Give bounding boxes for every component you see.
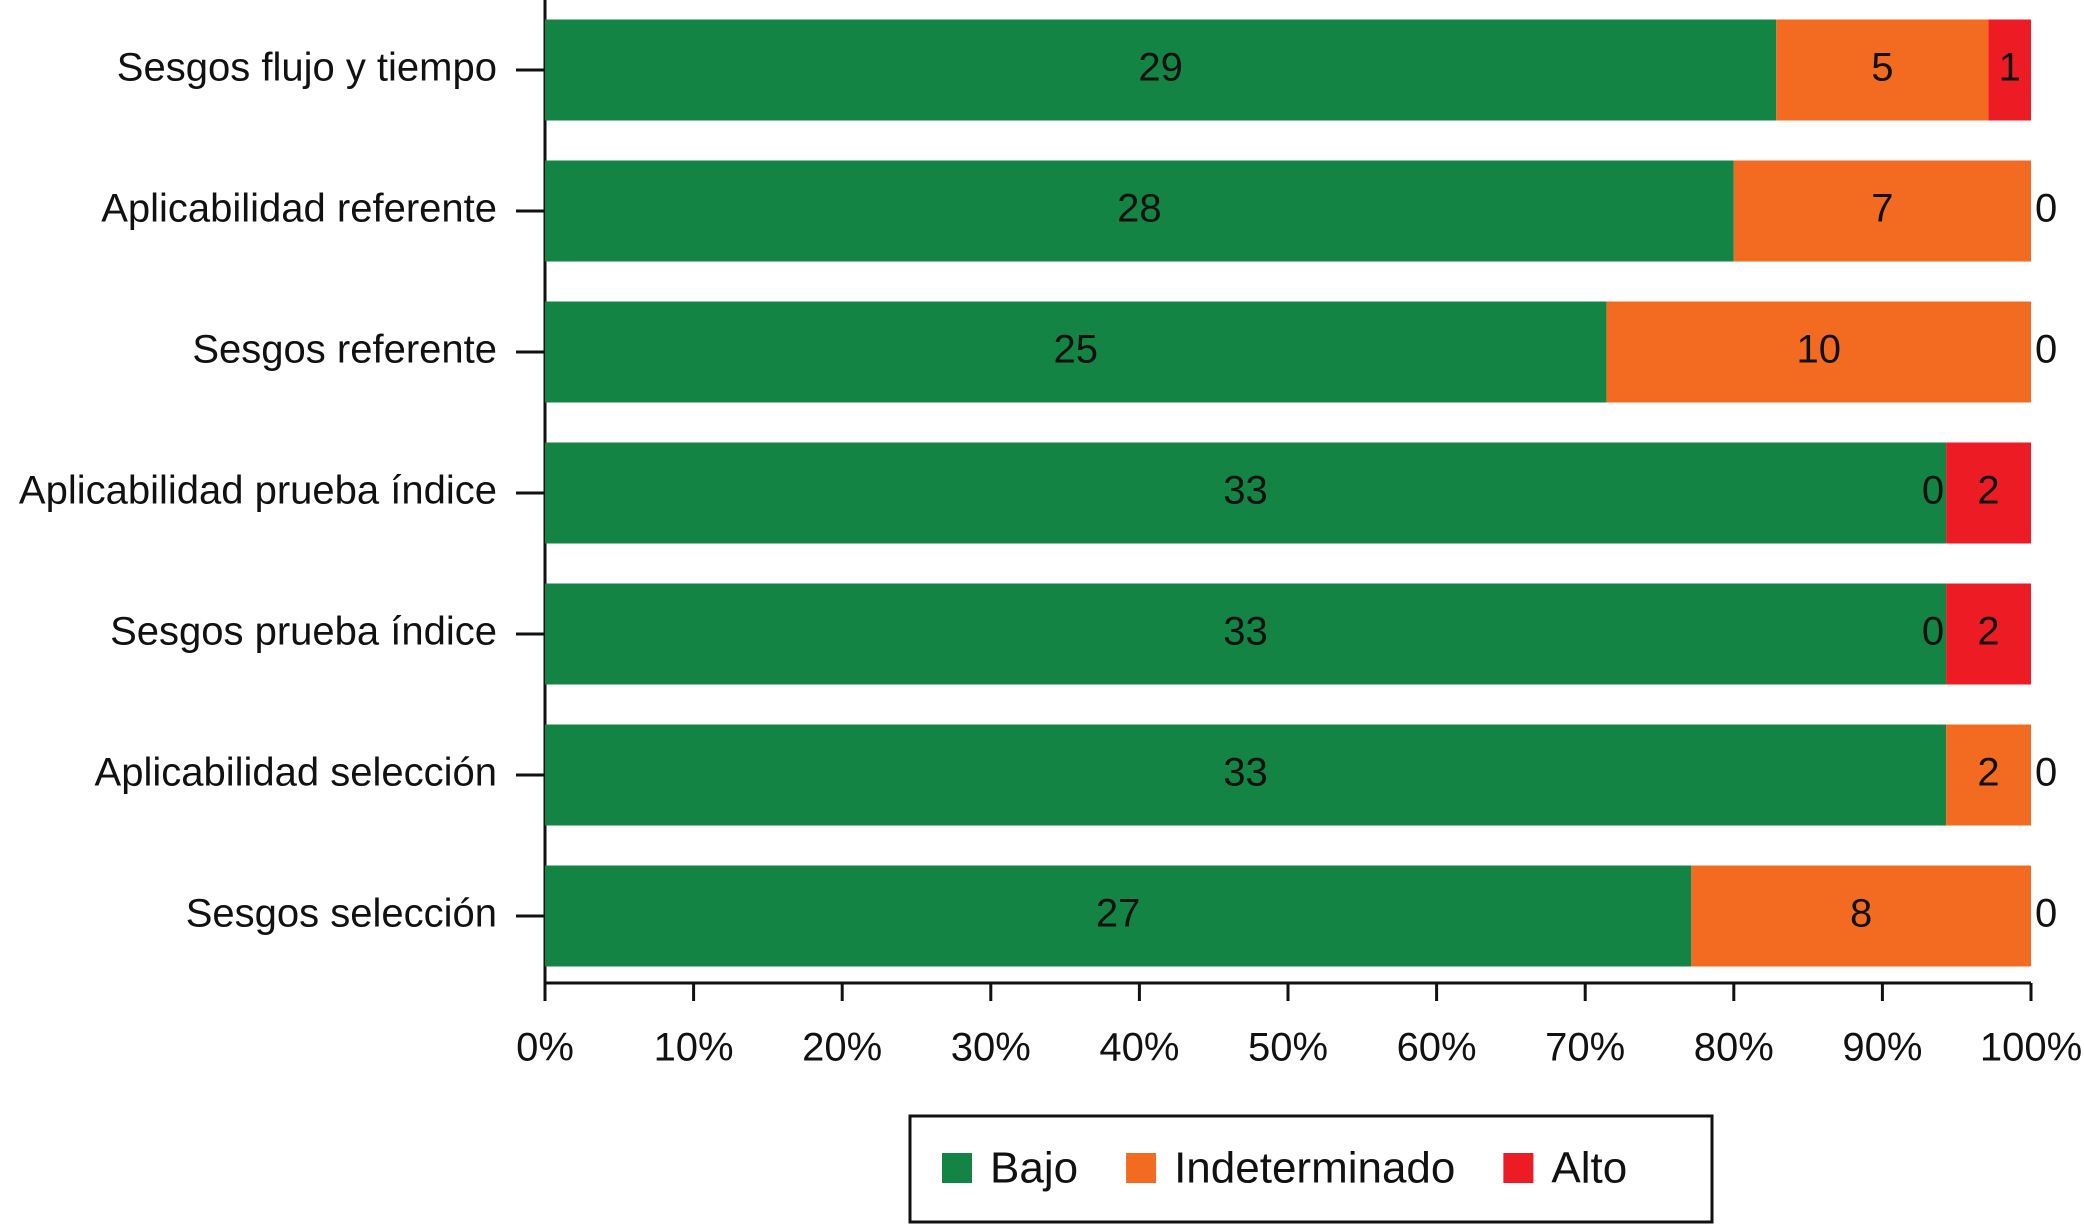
legend-label: Indeterminado [1174,1144,1455,1193]
data-label: 28 [1117,187,1162,231]
data-label: 10 [1796,328,1841,372]
data-label: 0 [2035,187,2057,231]
bar-segment [1946,724,2031,826]
x-tick-label: 20% [802,1026,882,1070]
y-tick-label: Aplicabilidad referente [101,187,497,231]
x-tick-label: 100% [1980,1026,2082,1070]
y-tick-label: Aplicabilidad selección [95,751,497,795]
data-label: 5 [1871,46,1893,90]
bar-segment [545,301,1607,403]
x-tick-label: 40% [1099,1026,1179,1070]
x-tick-label: 60% [1397,1026,1477,1070]
bar-segment [1733,160,2031,262]
data-label: 33 [1223,610,1268,654]
bar-segment [1946,442,2031,544]
legend-label: Alto [1551,1144,1627,1193]
legend-swatch [942,1153,972,1183]
legend-box [908,1114,1714,1224]
y-tick-label: Sesgos prueba índice [110,610,497,654]
data-label: 33 [1223,751,1268,795]
data-label: 2 [1977,751,1999,795]
bar-segment [1691,865,2031,967]
bar-segment [545,724,1947,826]
bar-segment [545,583,1947,685]
y-tick-label: Aplicabilidad prueba índice [19,469,497,513]
bar-segment [545,160,1734,262]
data-label: 1 [1999,46,2021,90]
data-label: 0 [2035,892,2057,936]
legend-swatch [1126,1153,1157,1183]
data-label: 33 [1223,469,1268,513]
data-label: 0 [2035,751,2057,795]
bar-segment [1606,301,2031,403]
x-tick-label: 70% [1545,1026,1625,1070]
data-label: 2 [1977,610,1999,654]
y-tick-label: Sesgos selección [186,892,497,936]
data-label: 7 [1871,187,1893,231]
x-tick-label: 50% [1248,1026,1328,1070]
data-label: 29 [1138,46,1183,90]
x-tick-label: 90% [1842,1026,1922,1070]
data-label: 27 [1096,892,1141,936]
bar-segment [1988,19,2031,121]
legend-swatch [1503,1153,1534,1183]
data-label: 8 [1850,892,1872,936]
bar-segment [1946,583,2031,685]
y-tick-label: Sesgos flujo y tiempo [117,46,497,90]
x-tick-label: 80% [1694,1026,1774,1070]
x-tick-label: 30% [951,1026,1031,1070]
bar-segment [545,19,1777,121]
data-label: 0 [1922,610,1944,654]
bar-segment [1776,19,1989,121]
y-tick-label: Sesgos referente [192,328,497,372]
legend-label: Bajo [990,1144,1078,1193]
data-label: 0 [2035,328,2057,372]
x-tick-label: 0% [516,1026,574,1070]
data-label: 25 [1053,328,1098,372]
bar-segment [545,865,1692,967]
bar-segment [545,442,1947,544]
data-label: 2 [1977,469,1999,513]
x-tick-label: 10% [654,1026,734,1070]
data-label: 0 [1922,469,1944,513]
